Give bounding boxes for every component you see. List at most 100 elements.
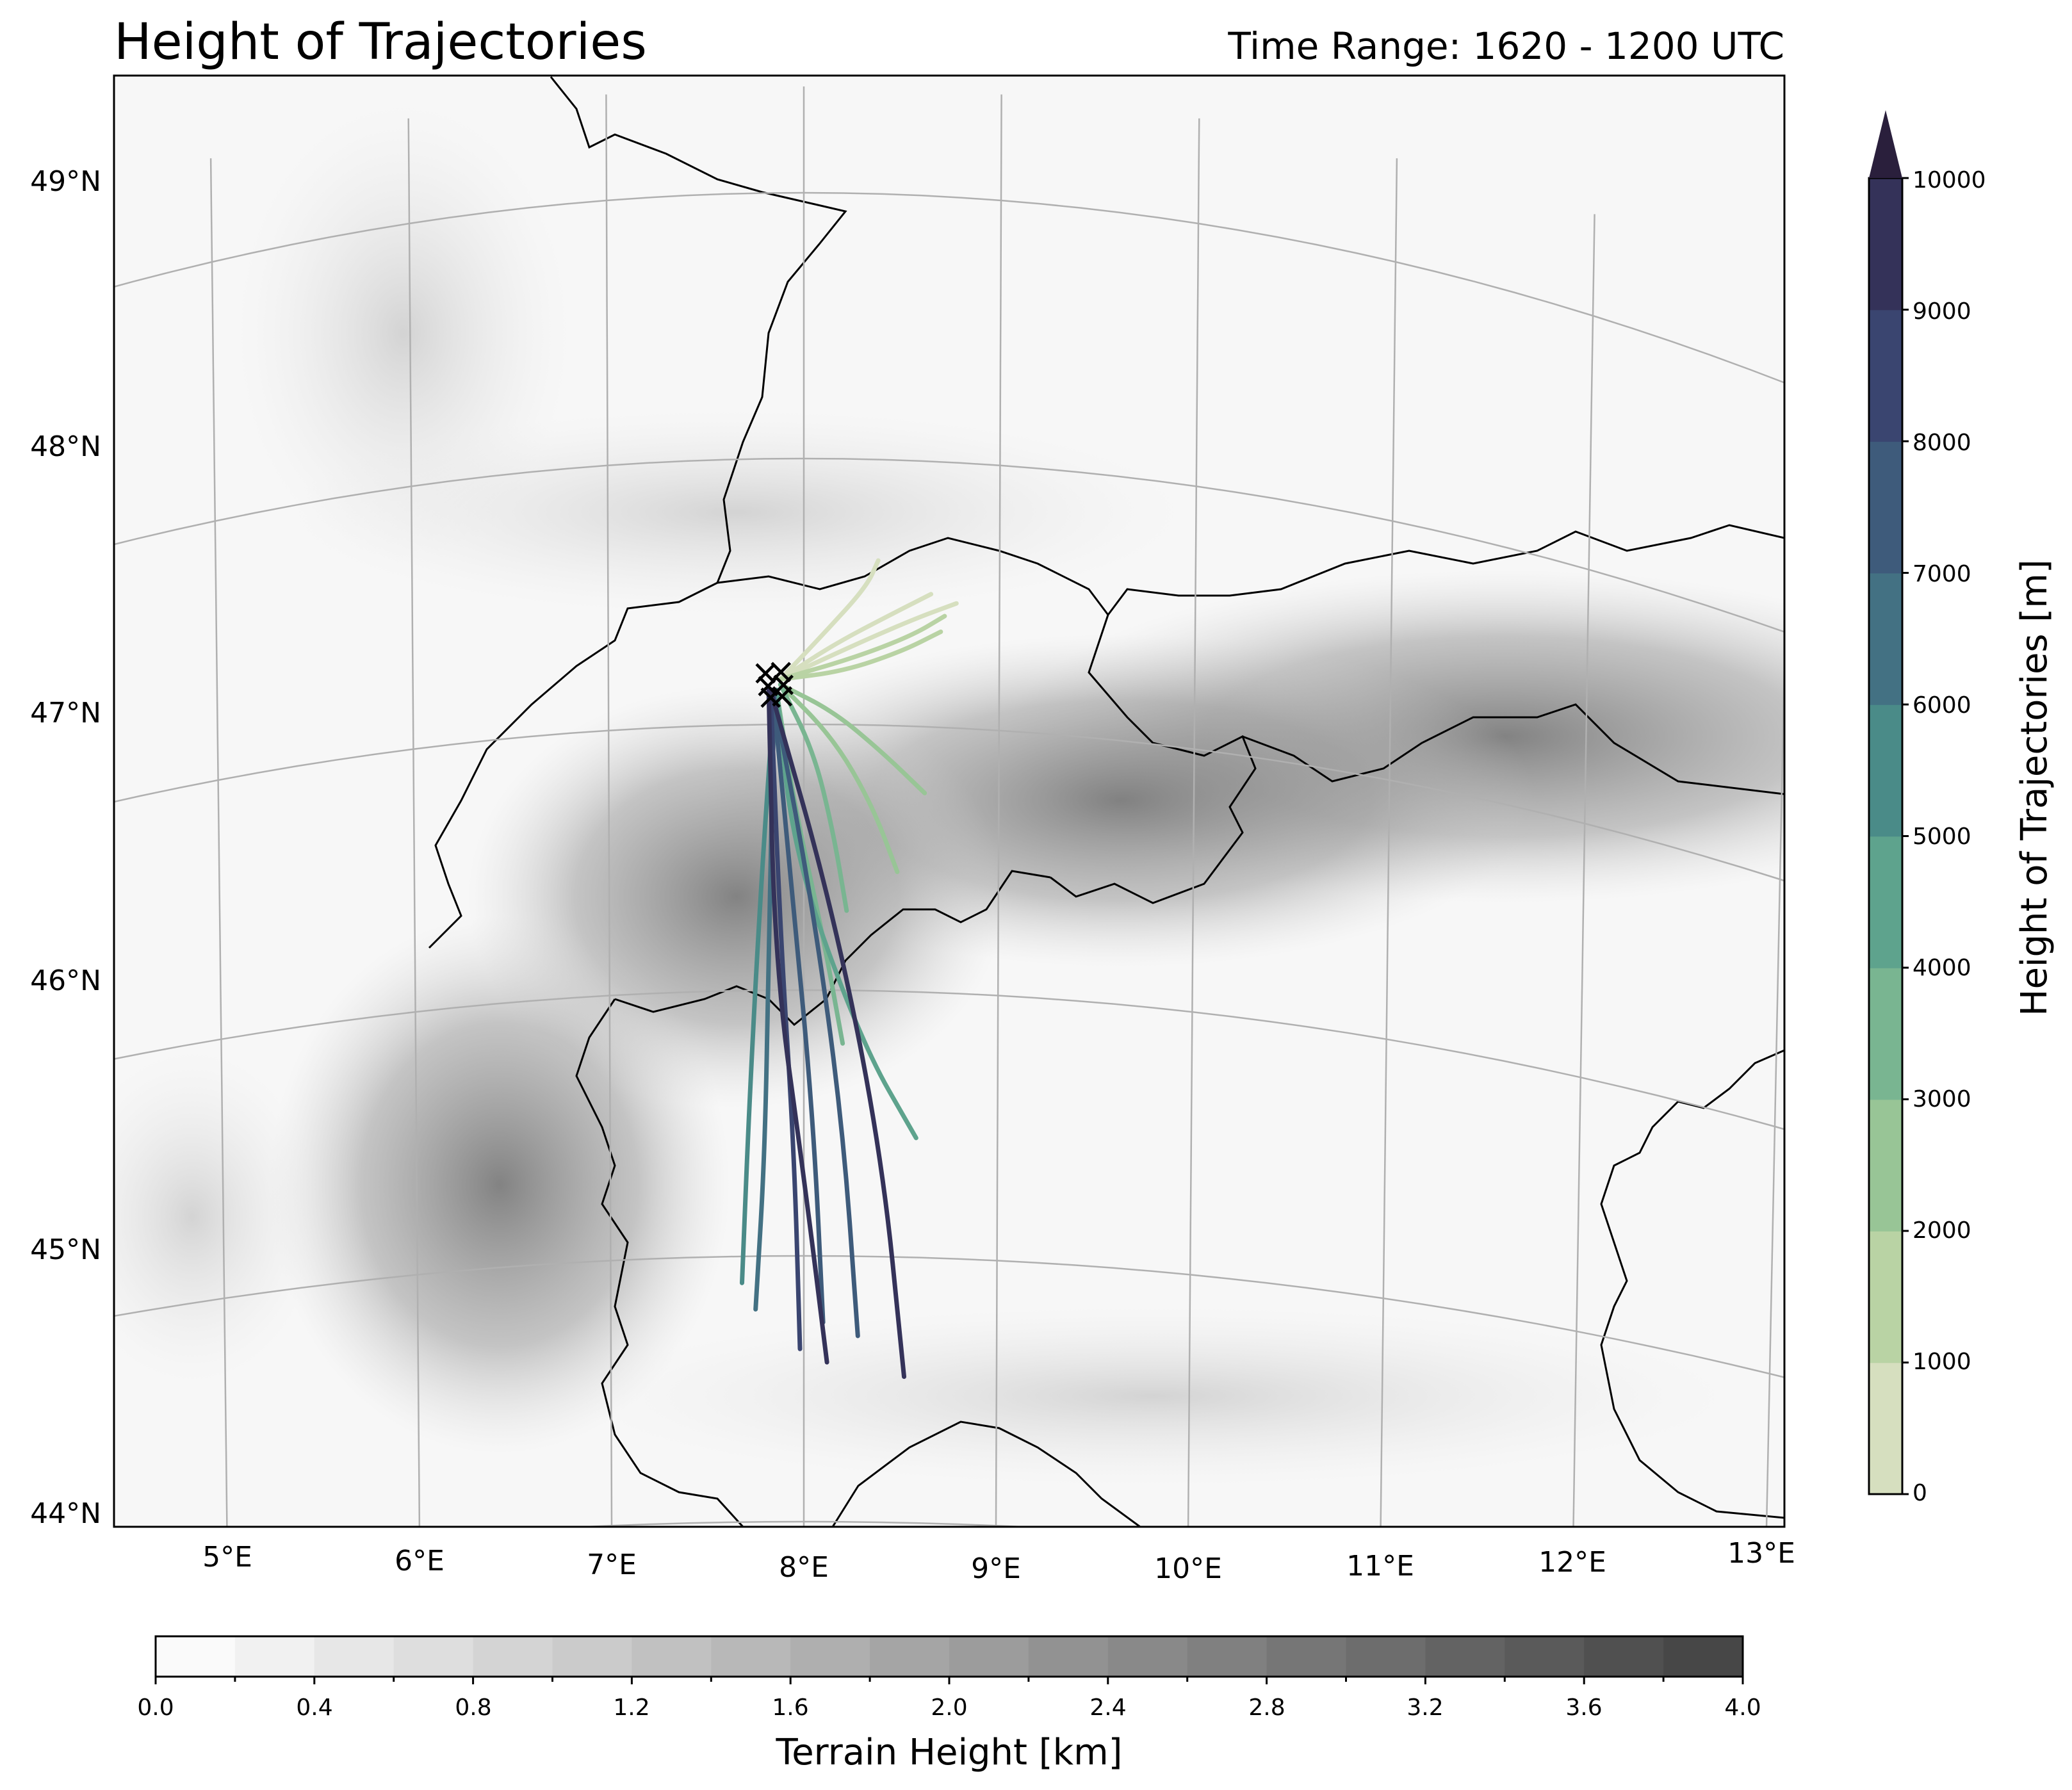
- lat-label: 44°N: [30, 1497, 101, 1530]
- border-france-italy: [575, 998, 744, 1527]
- hcb-tick: 0.4: [296, 1695, 332, 1721]
- map-area: ××××××: [13, 74, 1786, 1636]
- terrain-colorbar: 0.0 0.4 0.8 1.2 1.6 2.0 2.4 2.8 3.2 3.6 …: [137, 1635, 1761, 1773]
- country-borders: [428, 76, 1784, 1527]
- longitude-labels: 5°E 6°E 7°E 8°E 9°E 10°E 11°E 12°E 13°E: [202, 1537, 1795, 1585]
- lon-label: 6°E: [395, 1545, 445, 1577]
- vcb-tick: 1000: [1913, 1349, 1971, 1375]
- trajectory-colorbar: 0 1000 2000 3000 4000 5000 6000 7000 800…: [1868, 110, 2055, 1506]
- vcb-tick: 5000: [1913, 824, 1971, 850]
- lon-label: 7°E: [587, 1549, 637, 1581]
- start-marker: ×: [756, 676, 786, 718]
- trajectory-colorbar-bin: [1869, 1099, 1902, 1232]
- coastline-adriatic: [1600, 1049, 1784, 1519]
- vcb-tick: 9000: [1913, 298, 1971, 325]
- border-switzerland-austria-italy: [1050, 614, 1257, 904]
- trajectory-line: [778, 682, 927, 795]
- terrain-colorbar-bin: [552, 1636, 633, 1677]
- lon-label: 12°E: [1538, 1546, 1606, 1579]
- trajectory-line: [766, 687, 829, 1365]
- terrain-colorbar-bin: [711, 1636, 791, 1677]
- terrain-colorbar-bin: [473, 1636, 553, 1677]
- terrain-colorbar-bin: [314, 1636, 395, 1677]
- start-marker: ×: [751, 652, 781, 694]
- border-germany-austria: [1107, 524, 1784, 615]
- meridian-line: [1572, 214, 1595, 1527]
- trajectory-colorbar-ticks: 0 1000 2000 3000 4000 5000 6000 7000 800…: [1913, 167, 1986, 1506]
- terrain-colorbar-bin: [393, 1636, 474, 1677]
- terrain-colorbar-label: Terrain Height [km]: [776, 1732, 1123, 1773]
- terrain-colorbar-bin: [790, 1636, 870, 1677]
- vcb-tick: 3000: [1913, 1086, 1971, 1112]
- terrain-colorbar-bin: [1425, 1636, 1506, 1677]
- hcb-tick: 2.8: [1248, 1695, 1285, 1721]
- terrain-colorbar-ticks: 0.0 0.4 0.8 1.2 1.6 2.0 2.4 2.8 3.2 3.6 …: [137, 1695, 1761, 1721]
- trajectory-colorbar-bin: [1869, 836, 1902, 968]
- terrain-colorbar-bin: [1346, 1636, 1426, 1677]
- meridian-line: [13, 214, 36, 1636]
- hcb-tick: 0.8: [455, 1695, 491, 1721]
- hcb-tick: 3.2: [1407, 1695, 1443, 1721]
- lat-label: 49°N: [30, 165, 101, 198]
- terrain-colorbar-bin: [949, 1636, 1029, 1677]
- time-range-label: Time Range: 1620 - 1200 UTC: [1227, 24, 1784, 68]
- meridian-line: [1765, 624, 1784, 1527]
- trajectory-colorbar-bin: [1869, 309, 1902, 442]
- parallel-line: [569, 1520, 1039, 1527]
- lat-label: 47°N: [30, 697, 101, 729]
- meridian-line: [1187, 118, 1200, 1527]
- graticule: [13, 86, 1784, 1636]
- lon-label: 5°E: [202, 1541, 252, 1574]
- meridian-line: [605, 94, 613, 1527]
- hcb-tick: 1.6: [772, 1695, 808, 1721]
- terrain-colorbar-bin: [1663, 1636, 1743, 1677]
- start-marker: ×: [766, 651, 796, 692]
- latitude-labels: 49°N 48°N 47°N 46°N 45°N 44°N: [30, 165, 101, 1530]
- border-switzerland-italy: [614, 870, 1051, 1027]
- lon-label: 11°E: [1346, 1550, 1414, 1583]
- hcb-tick: 1.2: [613, 1695, 649, 1721]
- meridian-line: [995, 94, 1002, 1527]
- hcb-tick: 2.4: [1089, 1695, 1126, 1721]
- terrain-colorbar-bin: [632, 1636, 712, 1677]
- lon-label: 13°E: [1727, 1537, 1795, 1570]
- terrain-massif: [114, 1050, 320, 1383]
- meridian-line: [209, 158, 228, 1527]
- start-markers: ××××××: [751, 651, 799, 718]
- lat-label: 48°N: [30, 430, 101, 463]
- start-marker: ×: [753, 665, 783, 706]
- trajectory-colorbar-bin: [1869, 968, 1902, 1100]
- lon-label: 10°E: [1154, 1552, 1222, 1585]
- coastline-ligurian: [831, 1420, 1141, 1527]
- terrain-colorbar-bin: [1505, 1636, 1585, 1677]
- terrain-shading: [114, 102, 1784, 1486]
- trajectory-colorbar-bin: [1869, 1362, 1902, 1495]
- trajectory-line: [768, 687, 803, 1351]
- hcb-tick: 0.0: [137, 1695, 174, 1721]
- hcb-tick: 4.0: [1724, 1695, 1761, 1721]
- trajectory-colorbar-bin: [1869, 1231, 1902, 1363]
- lat-label: 45°N: [30, 1233, 101, 1266]
- terrain-apennines: [576, 1306, 1729, 1486]
- trajectory-line: [778, 682, 900, 874]
- terrain-colorbar-bin: [156, 1636, 236, 1677]
- terrain-colorbar-frame: [154, 1635, 1744, 1678]
- trajectories: [740, 558, 959, 1379]
- vcb-tick: 0: [1913, 1480, 1927, 1506]
- chart-title: Height of Trajectories: [114, 13, 647, 71]
- border-rhine-france: [550, 76, 847, 583]
- trajectory-colorbar-bin: [1869, 704, 1902, 837]
- terrain-colorbar-bin: [870, 1636, 950, 1677]
- vcb-tick: 2000: [1913, 1217, 1971, 1244]
- trajectory-colorbar-bin: [1869, 573, 1902, 705]
- start-marker: ×: [769, 663, 799, 705]
- lat-label: 46°N: [30, 964, 101, 997]
- trajectory-line: [778, 558, 881, 682]
- terrain-colorbar-bin: [234, 1636, 315, 1677]
- hcb-tick: 3.6: [1565, 1695, 1602, 1721]
- vcb-tick: 4000: [1913, 955, 1971, 981]
- hcb-tick: 2.0: [931, 1695, 967, 1721]
- meridian-line: [407, 118, 421, 1527]
- border-france-switzerland: [428, 582, 718, 949]
